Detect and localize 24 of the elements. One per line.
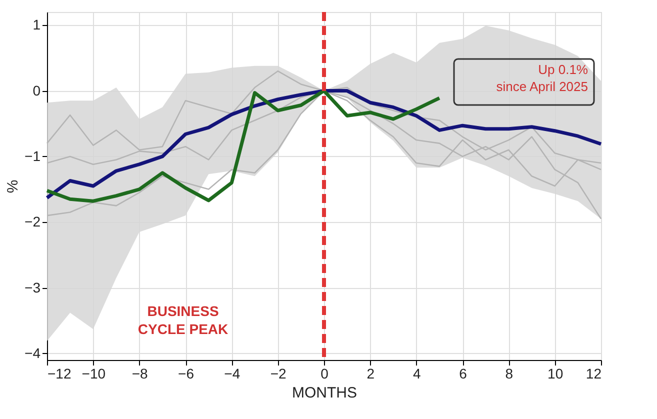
annotation: BUSINESS CYCLE PEAK <box>138 303 228 337</box>
x-tick-label: 6 <box>459 366 468 382</box>
x-tick-label: 2 <box>366 366 375 382</box>
y-tick-label: −3 <box>24 279 41 296</box>
y-tick-label: −2 <box>24 214 41 230</box>
annotation: Up 0.1% since April 2025 <box>496 62 588 94</box>
x-tick-label: −8 <box>132 366 148 382</box>
x-tick-label: −2 <box>270 366 287 382</box>
x-tick-label: −6 <box>178 366 194 382</box>
x-tick-label: −12 <box>48 366 72 382</box>
y-tick-label: 1 <box>32 16 41 33</box>
x-axis-title: MONTHS <box>292 384 357 402</box>
x-tick-label: 10 <box>548 366 564 382</box>
x-tick-label: 0 <box>320 366 329 382</box>
x-tick-label: −10 <box>82 366 106 382</box>
y-tick-label: −1 <box>24 148 41 164</box>
y-axis-title: % <box>4 180 22 194</box>
x-tick-label: 8 <box>505 366 514 382</box>
y-tick-label: −4 <box>24 344 41 361</box>
line-series <box>45 89 442 203</box>
x-tick-label: −4 <box>224 366 240 382</box>
x-tick-label: 4 <box>412 366 421 382</box>
y-tick-label: 0 <box>32 82 41 98</box>
x-tick-label: 12 <box>586 366 602 382</box>
